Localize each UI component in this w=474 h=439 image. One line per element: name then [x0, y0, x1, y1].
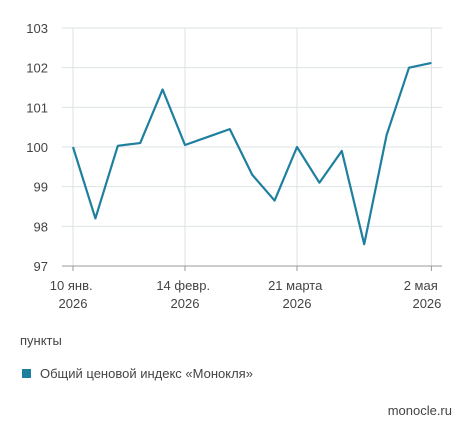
- y-tick-label: 100: [26, 140, 48, 155]
- legend-label: Общий ценовой индекс «Монокля»: [40, 366, 253, 381]
- legend-swatch: [22, 369, 31, 378]
- x-tick-line: 14 февр.: [156, 278, 213, 293]
- y-unit: пункты: [20, 333, 62, 348]
- y-tick-label: 98: [34, 219, 48, 234]
- x-tick-line: 2026: [59, 296, 88, 311]
- y-tick-label: 97: [34, 259, 48, 274]
- y-tick-label: 101: [26, 100, 48, 115]
- x-tick-label: 2 мая 2026: [404, 278, 442, 311]
- x-tick-line: 21 марта: [268, 278, 326, 293]
- x-tick-label: 10 янв. 2026: [50, 278, 96, 311]
- series-line: [71, 61, 432, 246]
- y-tick-label: 103: [26, 21, 48, 36]
- x-tick-label: 14 февр. 2026: [156, 278, 213, 311]
- x-tick-label: 21 марта 2026: [268, 278, 326, 311]
- source: monocle.ru: [388, 403, 452, 418]
- x-tick-line: 10 янв.: [50, 278, 96, 293]
- y-tick-label: 99: [34, 180, 48, 195]
- x-tick-line: 2 мая: [404, 278, 442, 293]
- x-tick-line: 2026: [171, 296, 200, 311]
- y-tick-label: 102: [26, 61, 48, 76]
- x-tick-line: 2026: [412, 296, 441, 311]
- x-tick-line: 2026: [283, 296, 312, 311]
